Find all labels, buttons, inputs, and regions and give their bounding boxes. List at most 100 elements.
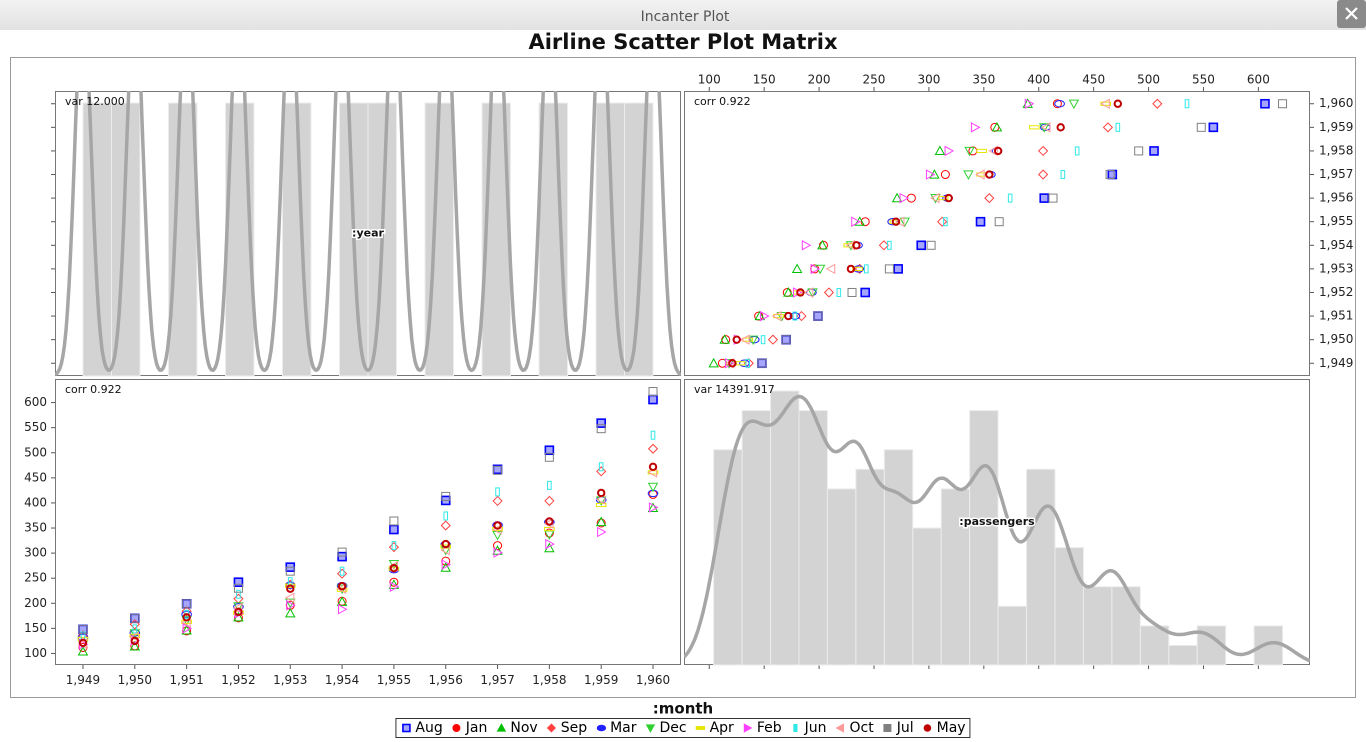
point	[233, 602, 243, 614]
legend: Aug Jan Nov Sep Mar Dec Apr Feb Jun Oct Jul May	[395, 718, 971, 738]
point	[732, 335, 741, 344]
point	[647, 489, 659, 498]
point	[1056, 123, 1065, 132]
histogram-bar	[82, 102, 112, 377]
legend-label: Oct	[849, 720, 874, 736]
point	[648, 387, 658, 397]
point	[860, 217, 870, 227]
point	[493, 541, 503, 551]
histogram-bar	[826, 488, 857, 666]
point	[595, 516, 607, 527]
legend-label: Sep	[560, 720, 588, 736]
point	[899, 217, 910, 228]
point	[388, 541, 400, 553]
histogram-bar	[1054, 547, 1084, 666]
point	[1260, 98, 1270, 109]
point	[1048, 193, 1058, 203]
point	[596, 424, 606, 434]
point	[596, 418, 606, 428]
point	[993, 146, 1003, 156]
legend-swatch	[744, 723, 753, 733]
point	[547, 723, 557, 733]
legend-label: Nov	[510, 720, 538, 736]
legend-swatch	[496, 723, 507, 732]
legend-item: Feb	[742, 720, 782, 736]
y-tick-label: 100	[24, 646, 47, 660]
x-tick-label: 350	[972, 73, 995, 87]
y-tick-label: 1,956	[1319, 191, 1353, 205]
point	[285, 607, 296, 618]
legend-item: Mar	[595, 720, 637, 736]
point	[728, 359, 737, 368]
point	[823, 287, 835, 298]
point	[943, 217, 948, 227]
y-tick-label: 1,949	[1319, 356, 1353, 370]
point	[336, 583, 347, 594]
point	[926, 240, 936, 250]
point	[389, 563, 399, 573]
point	[936, 216, 948, 227]
y-tick-label: 500	[24, 445, 47, 459]
point	[1100, 98, 1110, 109]
x-tick-label: 1,949	[66, 673, 100, 687]
point	[443, 511, 449, 521]
point	[596, 488, 606, 498]
point	[1152, 98, 1163, 109]
point	[545, 517, 554, 526]
point	[760, 335, 766, 345]
point	[285, 566, 295, 576]
histogram-bar	[798, 410, 828, 666]
histogram-bar	[538, 102, 569, 377]
point	[970, 122, 981, 133]
y-tick-label: 1,960	[1319, 96, 1353, 110]
point	[825, 263, 836, 275]
point	[887, 240, 892, 250]
title-bar	[0, 0, 1366, 30]
point	[891, 192, 903, 203]
point	[595, 502, 607, 508]
point	[1024, 98, 1035, 109]
point	[284, 583, 296, 588]
point	[944, 145, 955, 157]
point	[285, 598, 296, 609]
histogram-bar	[770, 390, 800, 666]
density-curve	[55, 91, 681, 376]
histogram-bar	[1253, 625, 1284, 666]
histogram-bar	[1026, 468, 1056, 666]
legend-item: Nov	[495, 720, 538, 736]
legend-item: Dec	[645, 720, 687, 736]
y-tick-label: 1,950	[1319, 332, 1353, 346]
histogram-bar	[741, 410, 772, 666]
point	[236, 589, 241, 599]
point	[894, 216, 905, 227]
legend-label: Aug	[415, 720, 443, 736]
point	[544, 452, 554, 462]
x-tick-label: 450	[1082, 73, 1105, 87]
point	[975, 169, 985, 180]
point	[495, 487, 500, 497]
close-icon[interactable]	[1345, 7, 1358, 20]
legend-item: May	[922, 720, 966, 736]
point	[286, 600, 296, 611]
point	[596, 518, 606, 528]
point	[1040, 122, 1051, 133]
histogram-bar	[167, 102, 198, 377]
legend-swatch	[695, 726, 706, 730]
point	[337, 604, 348, 615]
point	[647, 443, 659, 454]
y-tick-label: 1,952	[1319, 285, 1353, 299]
point	[864, 264, 869, 274]
x-tick-label: 1,952	[221, 673, 255, 687]
point	[598, 462, 604, 472]
y-tick-label: 1,959	[1319, 120, 1353, 134]
y-tick-label: 550	[24, 420, 47, 434]
point	[337, 582, 347, 591]
point	[648, 394, 658, 405]
histogram-bar	[1082, 586, 1113, 666]
point	[284, 592, 295, 604]
point	[754, 310, 766, 321]
point	[78, 624, 88, 634]
point	[984, 193, 995, 204]
